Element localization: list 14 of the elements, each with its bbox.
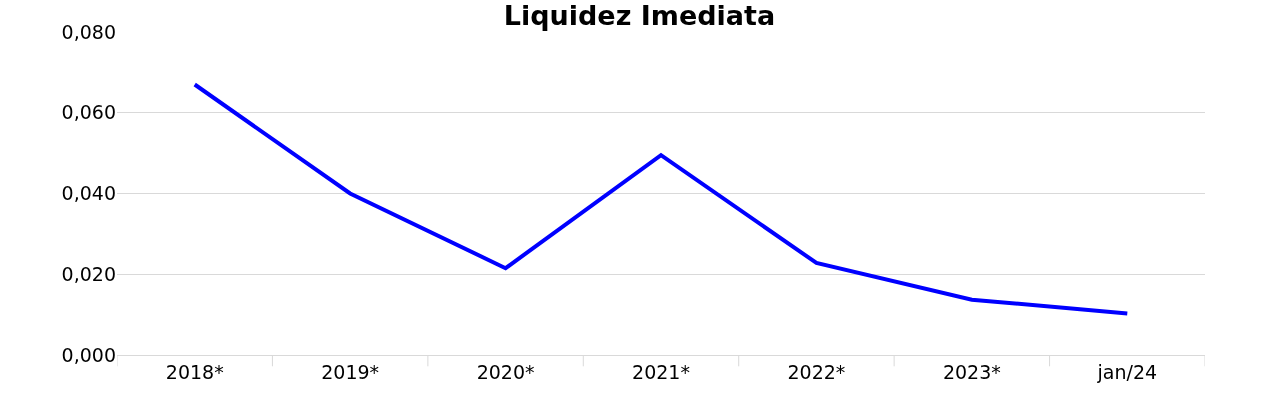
line-series: [192, 82, 1130, 316]
x-tick-label: 2023*: [942, 360, 1001, 383]
y-tick-label: 0,040: [61, 182, 116, 205]
x-tick-label: 2022*: [787, 360, 846, 383]
x-tick-label: 2019*: [321, 360, 380, 383]
y-tick-label: 0,080: [61, 20, 116, 43]
x-tick-label: 2021*: [632, 360, 690, 383]
x-tick-label: 2018*: [165, 360, 224, 383]
y-tick-label: 0,000: [61, 343, 116, 366]
y-tick-label: 0,060: [61, 101, 116, 124]
x-tick-label: 2020*: [476, 360, 535, 383]
chart-title: Liquidez Imediata: [503, 0, 776, 31]
y-tick-label: 0,020: [61, 262, 116, 285]
x-tick-label: jan/24: [1096, 360, 1158, 383]
